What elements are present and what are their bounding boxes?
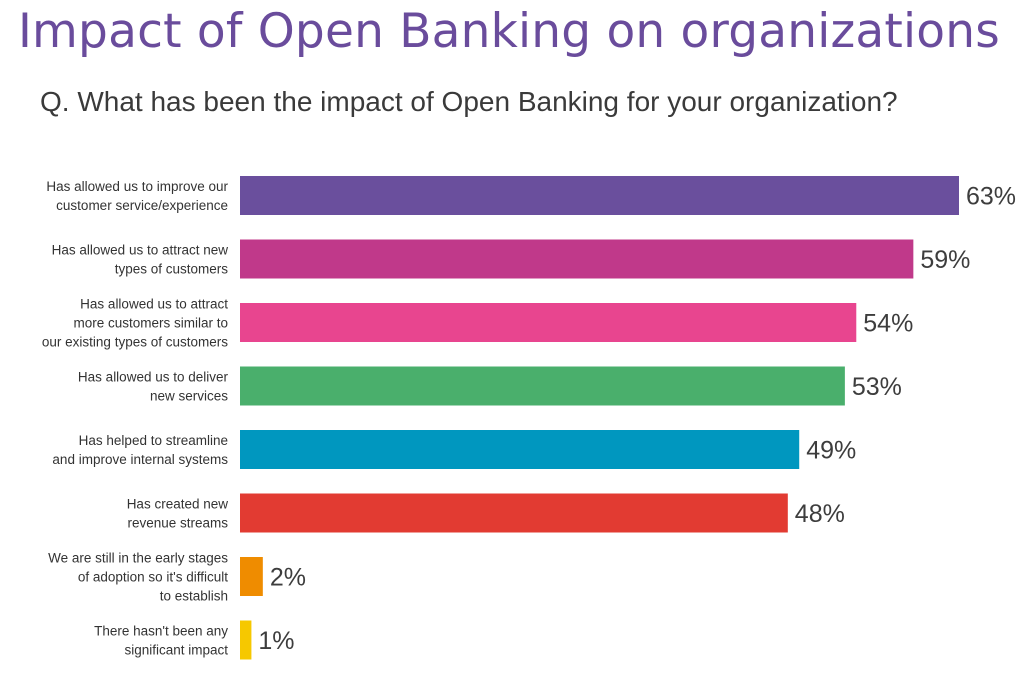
value-label-6: 48% — [795, 500, 845, 528]
value-label-5: 49% — [806, 437, 856, 465]
bar-5 — [240, 430, 800, 469]
bar-4 — [240, 366, 845, 406]
value-label-3: 54% — [863, 310, 913, 338]
category-label-1: Has allowed us to improve our customer se… — [46, 179, 228, 213]
category-label-2: Has allowed us to attract new types of cu… — [52, 243, 229, 277]
category-label-8: There hasn't been any significant impact — [94, 624, 228, 658]
bar-7 — [240, 557, 263, 596]
category-label-7: We are still in the early stages of adopt… — [48, 551, 228, 604]
value-label-4: 53% — [852, 373, 902, 401]
bar-2 — [240, 239, 914, 279]
chart-subtitle: Q. What has been the impact of Open Bank… — [40, 86, 898, 117]
bar-6 — [240, 493, 788, 533]
category-label-4: Has allowed us to deliver new services — [78, 370, 229, 404]
category-label-3: Has allowed us to attract more customers … — [42, 297, 228, 350]
bars-group: 63% Has allowed us to improve our customer… — [42, 176, 1016, 660]
value-label-1: 63% — [966, 183, 1016, 211]
bar-8 — [240, 620, 252, 660]
chart-title: Impact of Open Banking on organizations — [18, 4, 1000, 59]
bar-3 — [240, 303, 857, 342]
value-label-8: 1% — [258, 627, 294, 655]
value-label-7: 2% — [270, 564, 306, 592]
category-label-5: Has helped to streamline and improve inte… — [52, 433, 228, 467]
bar-1 — [240, 176, 959, 215]
category-label-6: Has created new revenue streams — [127, 497, 229, 531]
value-label-2: 59% — [920, 246, 970, 274]
